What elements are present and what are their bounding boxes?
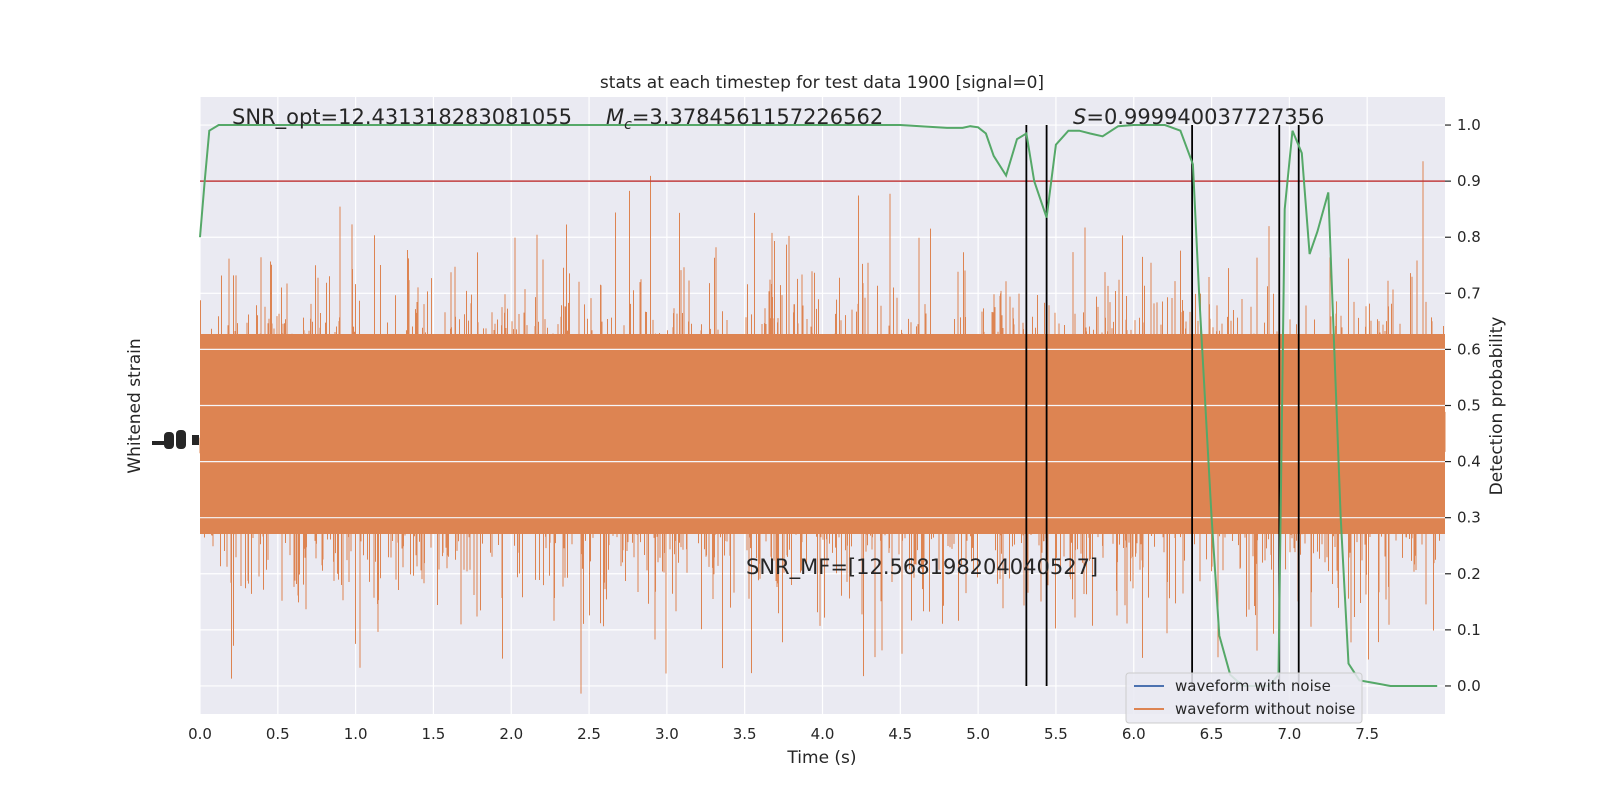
left-tick-blob [164,432,174,449]
left-axis-overlapping-ticks [152,430,199,449]
left-tick-blob [176,430,186,449]
y-tick-label: 0.3 [1457,509,1481,527]
x-tick-label: 6.5 [1200,725,1224,743]
snr-opt-annotation: SNR_opt=12.431318283081055 [232,105,572,130]
chirp-mass-value: =3.3784561157226562 [632,105,883,129]
legend: waveform with noise waveform without noi… [1125,672,1363,724]
x-tick-label: 7.0 [1277,725,1301,743]
x-tick-label: 0.0 [188,725,212,743]
x-tick-label: 4.0 [811,725,835,743]
left-y-axis-label: Whitened strain [125,338,145,473]
snr-mf-annotation: SNR_MF=[12.568198204040527] [746,555,1098,580]
waveform-dense-band [200,334,1445,534]
y-tick-label: 0.1 [1457,621,1481,639]
detection-probability-line [199,124,1438,687]
y-tick-label: 0.7 [1457,284,1481,302]
x-tick-label: 5.0 [966,725,990,743]
legend-label-without-noise: waveform without noise [1175,700,1355,718]
right-y-axis-label: Detection probability [1487,317,1507,496]
chirp-mass-subscript: c [624,117,632,133]
y-tick-label: 0.0 [1457,677,1481,695]
y-tick-label: 0.8 [1457,228,1481,246]
y-tick-label: 0.9 [1457,172,1481,190]
x-tick-label: 1.0 [344,725,368,743]
x-tick-label: 3.5 [733,725,757,743]
chart-title: stats at each timestep for test data 190… [600,73,1044,93]
s-value: =0.999940037727356 [1086,105,1324,129]
x-tick-label: 3.0 [655,725,679,743]
x-tick-label: 2.5 [577,725,601,743]
s-annotation: S=0.999940037727356 [1073,105,1324,129]
left-tick-blob [152,441,166,445]
waveform-without-noise-series [199,161,1446,694]
x-tick-label: 0.5 [266,725,290,743]
right-y-axis-ticks: 0.0 0.1 0.2 0.3 0.4 0.5 0.6 0.7 0.8 0.9 1.0 [1445,116,1481,695]
chirp-mass-symbol: M [606,105,624,129]
y-tick-label: 0.2 [1457,565,1481,583]
y-tick-label: 0.5 [1457,397,1481,415]
x-axis-label: Time (s) [786,748,856,768]
x-tick-label: 1.5 [422,725,446,743]
y-tick-label: 0.4 [1457,453,1481,471]
x-tick-label: 4.5 [888,725,912,743]
legend-label-with-noise: waveform with noise [1175,677,1331,695]
x-tick-label: 6.0 [1122,725,1146,743]
x-axis-ticks: 0.0 0.5 1.0 1.5 2.0 2.5 3.0 3.5 4.0 4.5 5.0 5.5 6.0 6… [188,725,1379,743]
left-tick-blob [192,435,199,445]
x-tick-label: 2.0 [499,725,523,743]
x-tick-label: 5.5 [1044,725,1068,743]
x-tick-label: 7.5 [1355,725,1379,743]
s-symbol: S [1073,105,1086,129]
chirp-mass-annotation: Mc=3.3784561157226562 [606,105,883,133]
legend-box [1125,672,1363,724]
y-tick-label: 1.0 [1457,116,1481,134]
y-tick-label: 0.6 [1457,340,1481,358]
